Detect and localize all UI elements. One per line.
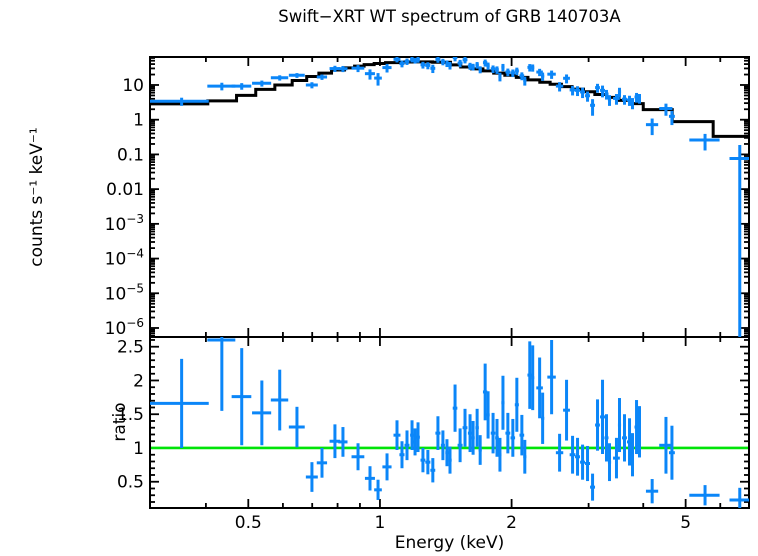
y-tick-label: 2.5 [117,338,144,358]
x-tick-label: 2 [506,513,517,533]
y-tick-label: 10−5 [105,281,144,304]
spectrum-data-points [150,57,749,337]
y-tick-label: 1 [133,439,144,459]
ratio-data-points [150,337,749,508]
x-tick-label: 5 [680,513,691,533]
x-tick-label: 0.5 [235,513,262,533]
y-tick-label: 10−3 [105,212,144,235]
y-tick-label: 10−4 [105,247,144,270]
y-tick-label: 0.5 [117,473,144,493]
model-path [150,60,749,138]
spectrum-panel-frame [149,56,750,338]
plot-title: Swift−XRT WT spectrum of GRB 140703A [278,7,621,26]
y-tick-label: 2 [133,371,144,391]
x-tick-label: 1 [375,513,386,533]
tick-labels: 0.5 1 2 5 10 1 0.1 0.01 10−3 10−4 10−5 10−6 0.5 1 1.5 2… [105,76,691,533]
y-tick-label: 0.01 [106,180,144,200]
ratio-panel-frame [149,336,750,509]
y-tick-label: 0.1 [117,145,144,165]
y-tick-label: 10 [122,76,144,96]
y-tick-label: 1.5 [117,405,144,425]
y-tick-label: 1 [133,111,144,131]
y-tick-label: 10−6 [105,316,144,339]
ticks [151,57,748,507]
energy-axis-label: Energy (keV) [394,533,505,553]
model-line [150,60,749,138]
